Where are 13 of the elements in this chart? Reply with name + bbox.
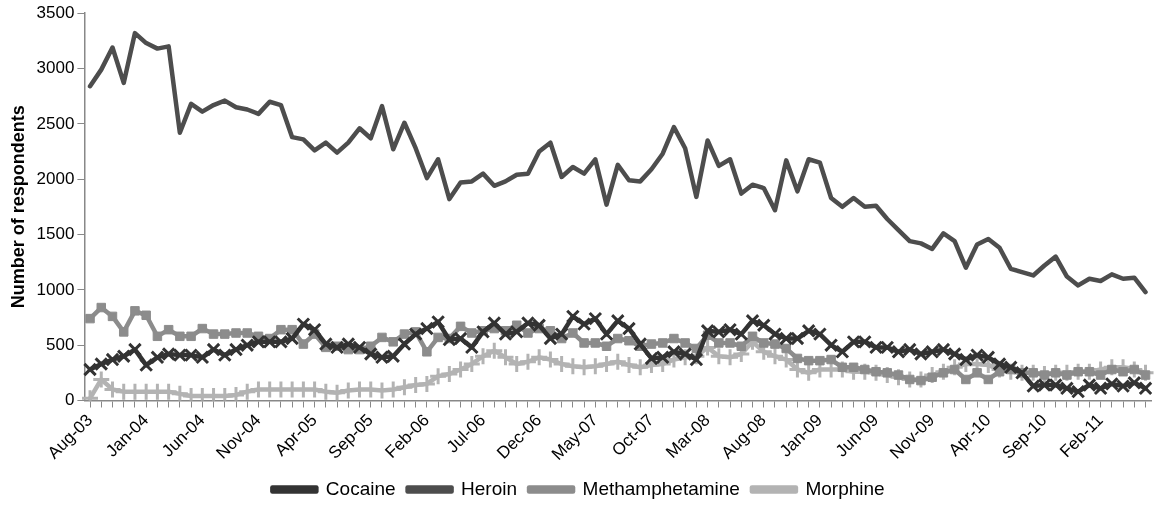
y-tick-label: 1500	[36, 224, 75, 244]
legend-label: Morphine	[805, 477, 885, 499]
y-tick-label: 0	[64, 390, 75, 410]
y-tick-label: 500	[46, 334, 75, 354]
y-axis-title: Number of respondents	[7, 105, 28, 309]
y-tick-label: 3500	[36, 2, 75, 22]
y-tick-label: 2000	[36, 168, 75, 188]
legend-label: Heroin	[461, 477, 518, 499]
y-tick-label: 2500	[36, 113, 75, 133]
legend-label: Methamphetamine	[582, 477, 740, 499]
legend-label: Cocaine	[325, 477, 396, 499]
y-tick-label: 3000	[36, 58, 75, 78]
y-tick-label: 1000	[36, 279, 75, 299]
